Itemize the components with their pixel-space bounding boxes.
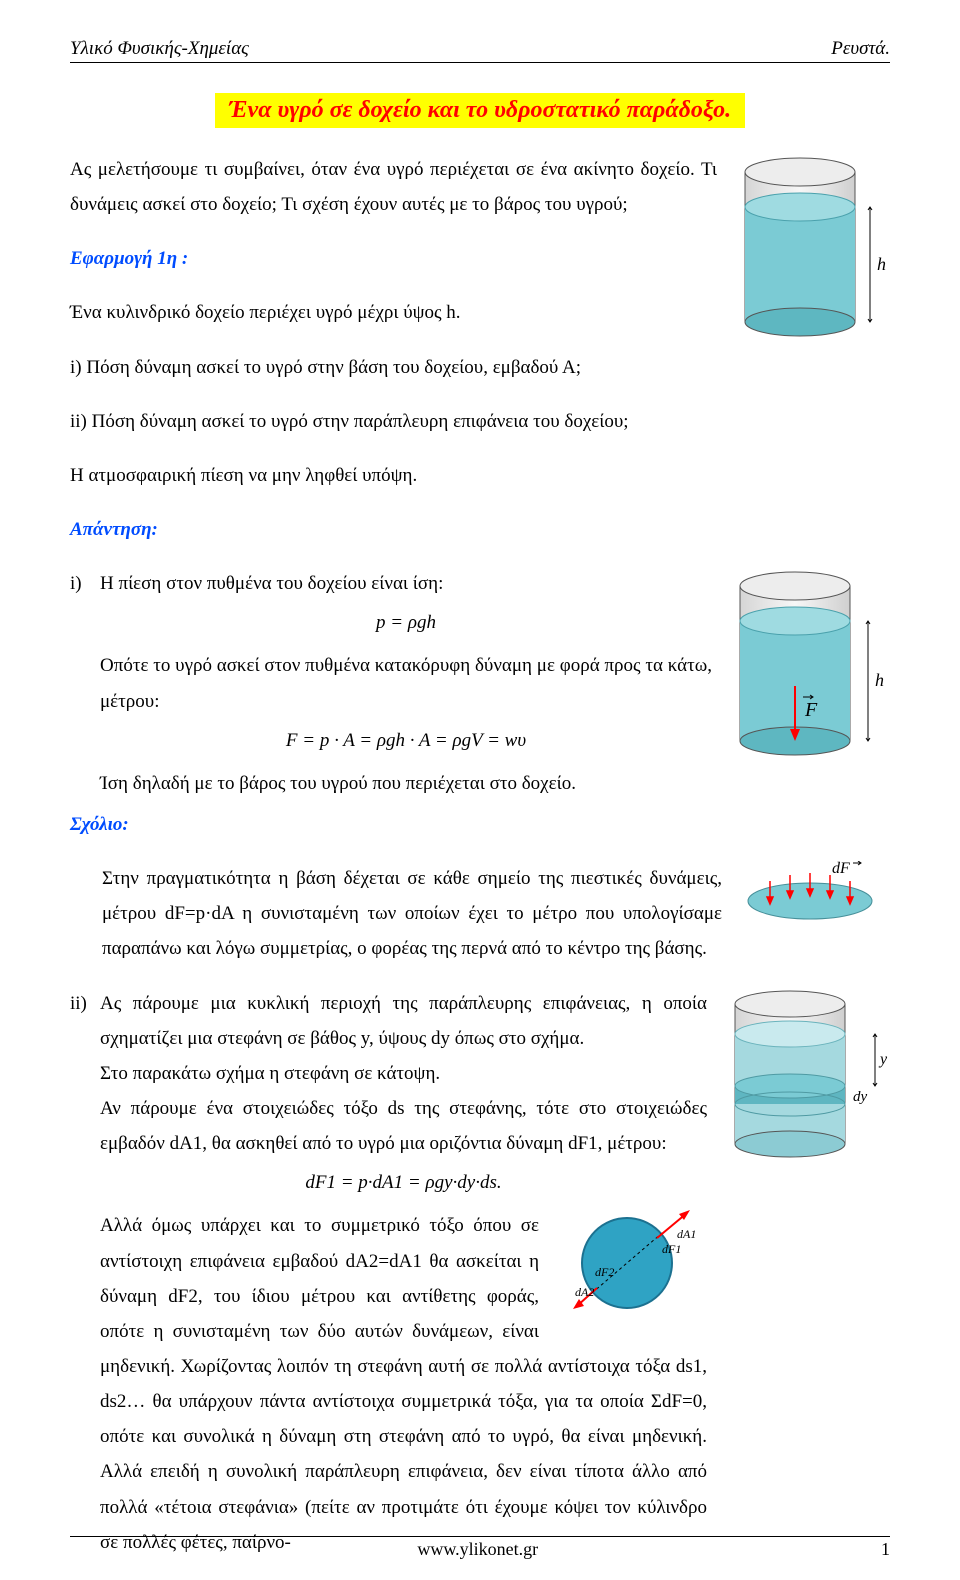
answer-i-marker: i) [70, 566, 100, 801]
fig5-dA2: dA2 [575, 1285, 594, 1299]
application-p3: ii) Πόση δύναμη ασκεί το υγρό στην παράπ… [70, 404, 890, 439]
running-head-left: Υλικό Φυσικής-Χημείας [70, 38, 249, 60]
formula-dF1: dF1 = p·dA1 = ρgy·dy·ds. [100, 1165, 707, 1200]
footer-page: 1 [881, 1539, 890, 1560]
comment-heading: Σχόλιο: [70, 807, 890, 842]
fig5-dF1: dF1 [662, 1242, 681, 1256]
fig4-y-label: y [878, 1051, 888, 1068]
fig1-h-label: h [877, 254, 886, 274]
answer-i-line2: Οπότε το υγρό ασκεί στον πυθμένα κατακόρ… [100, 648, 712, 718]
figure-cylinder-force: F h [730, 566, 890, 761]
application-p4: Η ατμοσφαιρική πίεση να μην ληφθεί υπόψη… [70, 458, 890, 493]
fig2-F-label: F [804, 699, 818, 721]
fig5-dA1: dA1 [677, 1227, 696, 1241]
answer-i-line3: Ίση δηλαδή με το βάρος του υγρού που περ… [100, 766, 712, 801]
figure-cylinder-ring: dy y [725, 986, 890, 1161]
answer-heading: Απάντηση: [70, 512, 890, 547]
fig2-h-label: h [875, 670, 884, 690]
answer-ii-marker: ii) [70, 986, 100, 1560]
application-p2: i) Πόση δύναμη ασκεί το υγρό στην βάση τ… [70, 350, 890, 385]
fig3-dF-label: dF [832, 861, 850, 877]
answer-ii-line1: Ας πάρουμε μια κυκλική περιοχή της παράπ… [100, 986, 707, 1056]
answer-ii-line3: Αν πάρουμε ένα στοιχειώδες τόξο ds της σ… [100, 1091, 707, 1161]
page-title: Ένα υγρό σε δοχείο και το υδροστατικό πα… [215, 93, 745, 128]
footer-url: www.ylikonet.gr [75, 1539, 882, 1560]
running-head-right: Ρευστά. [831, 38, 890, 60]
answer-ii-line2: Στο παρακάτω σχήμα η στεφάνη σε κάτοψη. [100, 1056, 707, 1091]
answer-i-line1: Η πίεση στον πυθμένα του δοχείου είναι ί… [100, 566, 712, 601]
figure-base-df: dF [740, 861, 890, 931]
formula-pgh: p = ρgh [100, 605, 712, 640]
fig5-dF2: dF2 [595, 1265, 614, 1279]
figure-top-view: dA1 dF1 dA2 dF2 [557, 1198, 707, 1318]
figure-cylinder-h: h [735, 152, 890, 337]
fig4-dy-label: dy [853, 1089, 868, 1105]
formula-F: F = p · A = ρgh · A = ρgV = wυ [100, 723, 712, 758]
